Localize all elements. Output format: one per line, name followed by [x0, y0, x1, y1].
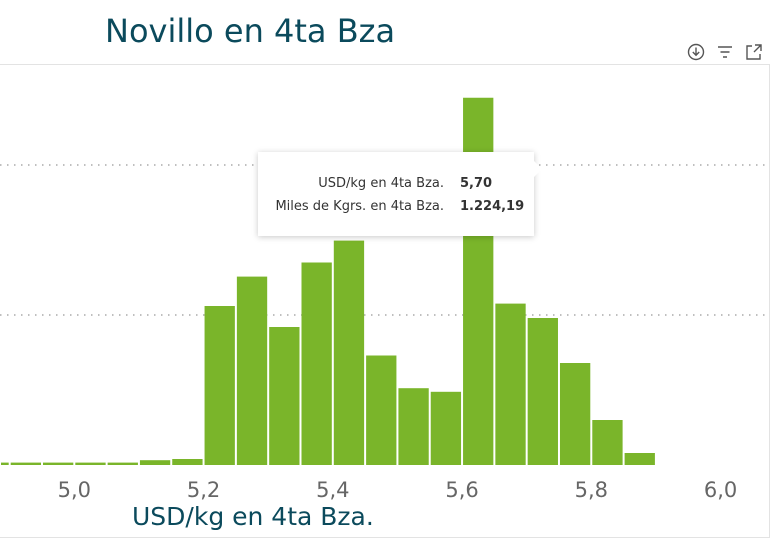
histogram-bar[interactable] — [527, 318, 558, 465]
x-tick-label: 5,4 — [316, 478, 349, 502]
histogram-bar[interactable] — [430, 391, 462, 465]
chart-title: Novillo en 4ta Bza — [105, 12, 396, 50]
filter-icon[interactable] — [715, 42, 735, 62]
tooltip-value: 1.224,19 — [460, 199, 525, 214]
histogram-bar[interactable] — [10, 462, 42, 465]
histogram-bar[interactable] — [366, 355, 397, 466]
histogram-bar[interactable] — [333, 240, 365, 465]
histogram-bar[interactable] — [75, 462, 106, 465]
x-tick-label: 5,6 — [445, 478, 478, 502]
expand-icon[interactable] — [744, 42, 764, 62]
histogram-bar[interactable] — [107, 462, 138, 465]
tooltip-row: Miles de Kgrs. en 4ta Bza. 1.224,19 — [258, 199, 534, 217]
x-tick-label: 5,2 — [187, 478, 220, 502]
tooltip: USD/kg en 4ta Bza. 5,70 Miles de Kgrs. e… — [258, 152, 542, 236]
histogram-bar[interactable] — [559, 363, 591, 465]
histogram-bar[interactable] — [43, 462, 74, 465]
histogram-bar[interactable] — [139, 460, 171, 465]
histogram-bar[interactable] — [1, 462, 9, 465]
tooltip-row: USD/kg en 4ta Bza. 5,70 — [258, 176, 534, 194]
chart-frame — [0, 64, 770, 538]
x-tick-label: 5,8 — [575, 478, 608, 502]
x-axis-ticks: 5,0 5,2 5,4 5,6 5,8 6,0 — [58, 478, 738, 502]
histogram-bar[interactable] — [236, 276, 268, 465]
histogram-bar[interactable] — [301, 262, 332, 466]
x-tick-label: 5,0 — [58, 478, 91, 502]
histogram-bar[interactable] — [204, 306, 235, 465]
histogram-bar[interactable] — [398, 388, 429, 465]
x-tick-label: 6,0 — [704, 478, 737, 502]
x-axis-label: USD/kg en 4ta Bza. — [132, 502, 374, 531]
histogram-bar[interactable] — [172, 459, 203, 465]
download-icon[interactable] — [686, 42, 706, 62]
histogram-bar[interactable] — [495, 303, 526, 465]
chart-toolbar — [686, 42, 764, 62]
histogram-bar[interactable] — [592, 420, 623, 465]
histogram-bar[interactable] — [269, 327, 300, 465]
tooltip-label: USD/kg en 4ta Bza. — [318, 176, 444, 191]
histogram-bar[interactable] — [624, 453, 655, 465]
tooltip-value: 5,70 — [460, 176, 493, 191]
tooltip-label: Miles de Kgrs. en 4ta Bza. — [275, 199, 444, 214]
